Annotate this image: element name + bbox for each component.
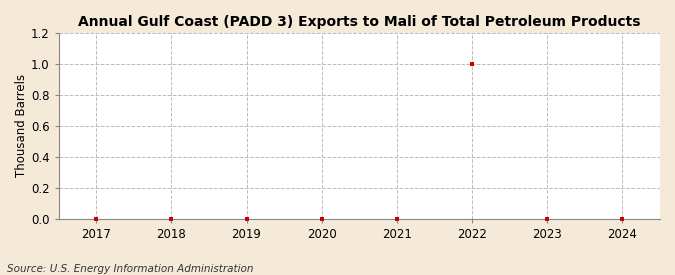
Y-axis label: Thousand Barrels: Thousand Barrels [15, 74, 28, 177]
Title: Annual Gulf Coast (PADD 3) Exports to Mali of Total Petroleum Products: Annual Gulf Coast (PADD 3) Exports to Ma… [78, 15, 641, 29]
Text: Source: U.S. Energy Information Administration: Source: U.S. Energy Information Administ… [7, 264, 253, 274]
